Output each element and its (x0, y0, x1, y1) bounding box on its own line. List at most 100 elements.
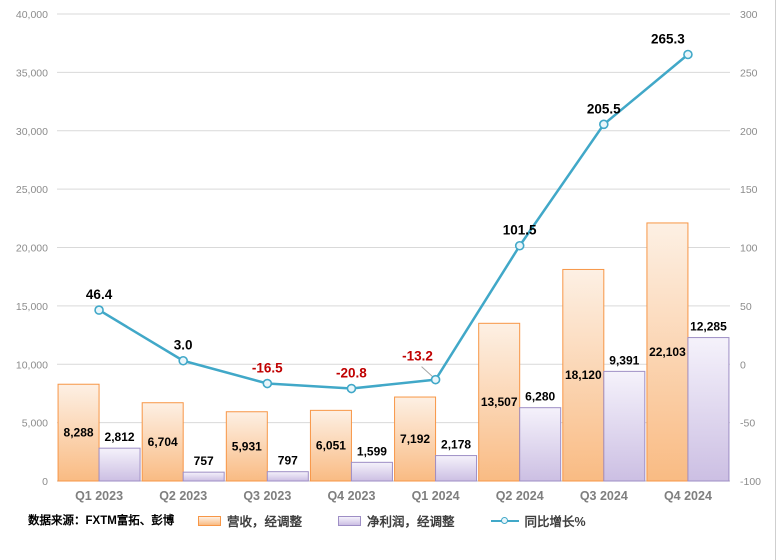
revenue-bar-q2-2024 (478, 322, 521, 482)
svg-text:150: 150 (740, 184, 758, 196)
revenue-swatch (198, 515, 221, 526)
svg-text:1,599: 1,599 (357, 444, 387, 458)
net-profit-swatch (338, 515, 362, 526)
svg-text:25,000: 25,000 (16, 184, 48, 196)
growth-marker-q2-2023 (178, 355, 188, 366)
svg-text:40,000: 40,000 (16, 9, 48, 21)
svg-text:5,931: 5,931 (232, 439, 262, 453)
svg-text:Q2 2024: Q2 2024 (496, 489, 544, 503)
revenue-bar-q4-2023 (309, 409, 352, 482)
growth-marker-q1-2023 (94, 305, 104, 315)
net-profit-bar-q1-2023 (98, 447, 141, 482)
svg-text:-16.5: -16.5 (252, 361, 283, 376)
svg-text:250: 250 (740, 67, 758, 79)
svg-text:10,000: 10,000 (16, 359, 48, 371)
svg-text:8,288: 8,288 (64, 426, 94, 440)
revenue-bar-q1-2024 (394, 396, 437, 482)
revenue-bar-q3-2024 (562, 268, 605, 482)
legend: 营收，经调整 净利润，经调整 同比增长% (198, 511, 586, 530)
legend-label-revenue: 营收，经调整 (227, 515, 303, 529)
svg-text:Q4 2024: Q4 2024 (664, 489, 712, 503)
net-profit-bar-q2-2024 (519, 407, 562, 482)
svg-text:12,285: 12,285 (690, 320, 727, 334)
svg-text:3.0: 3.0 (174, 338, 193, 353)
legend-item-net-profit: 净利润，经调整 (338, 511, 455, 530)
revenue-bar-q2-2023 (141, 402, 184, 482)
svg-text:0: 0 (740, 359, 746, 371)
net-profit-bar-labels: 2,812 757 797 1,599 2,178 6,280 9,391 12,285 (105, 320, 728, 469)
svg-text:Q1 2024: Q1 2024 (412, 489, 460, 503)
y-axis-left-labels: 0 5,000 10,000 15,000 20,000 25,000 30,000 35,0… (16, 9, 48, 488)
svg-text:Q3 2023: Q3 2023 (243, 489, 291, 503)
legend-item-yoy-growth: 同比增长% (490, 511, 586, 530)
svg-text:100: 100 (740, 243, 758, 255)
svg-text:20,000: 20,000 (16, 243, 48, 255)
svg-text:2,178: 2,178 (441, 438, 471, 452)
net-profit-bar-q3-2024 (603, 370, 646, 482)
data-source-text: 数据来源：FXTM富拓、彭博 (28, 515, 175, 527)
svg-text:Q4 2023: Q4 2023 (327, 489, 375, 503)
net-profit-bar-q2-2023 (182, 471, 225, 482)
svg-text:6,280: 6,280 (525, 390, 555, 404)
svg-text:50: 50 (740, 301, 752, 313)
svg-text:0: 0 (42, 476, 48, 488)
svg-text:9,391: 9,391 (609, 353, 639, 367)
label-leader-line (421, 366, 433, 378)
y-axis-right-labels: -100 -50 0 50 100 150 200 250 300 (740, 9, 761, 488)
svg-text:46.4: 46.4 (86, 287, 113, 302)
svg-text:-20.8: -20.8 (336, 366, 367, 381)
growth-markers (94, 49, 693, 394)
svg-text:-100: -100 (740, 476, 761, 488)
net-profit-bar-q1-2024 (435, 455, 478, 482)
combo-chart: 0 5,000 10,000 15,000 20,000 25,000 30,000 35,0… (16, 9, 761, 503)
svg-text:797: 797 (278, 454, 298, 468)
net-profit-bars (98, 337, 730, 482)
net-profit-bar-q4-2024 (687, 337, 730, 482)
svg-text:205.5: 205.5 (587, 101, 621, 116)
svg-text:Q2 2023: Q2 2023 (159, 489, 207, 503)
svg-text:13,507: 13,507 (481, 395, 518, 409)
svg-text:30,000: 30,000 (16, 126, 48, 138)
growth-marker-q3-2023 (262, 378, 273, 389)
growth-point-labels: 46.4 3.0 -16.5 -20.8 -13.2 101.5 205.5 265.3 (86, 32, 685, 381)
svg-text:300: 300 (740, 9, 758, 21)
svg-text:35,000: 35,000 (16, 67, 48, 79)
svg-text:-13.2: -13.2 (402, 349, 433, 364)
svg-text:757: 757 (194, 454, 214, 468)
line-swatch-marker-icon (500, 516, 508, 524)
revenue-bar-labels: 8,288 6,704 5,931 6,051 7,192 13,507 18,120 22,… (64, 345, 687, 453)
legend-item-revenue: 营收，经调整 (198, 511, 302, 530)
svg-text:6,051: 6,051 (316, 439, 346, 453)
svg-text:-50: -50 (740, 418, 755, 430)
growth-marker-q4-2024 (683, 49, 693, 60)
growth-marker-q4-2023 (346, 383, 357, 394)
growth-line (98, 53, 689, 390)
svg-text:15,000: 15,000 (16, 301, 48, 313)
growth-marker-q2-2024 (514, 240, 525, 251)
legend-label-net-profit: 净利润，经调整 (367, 515, 455, 529)
net-profit-bar-q4-2023 (350, 461, 393, 482)
growth-marker-q3-2024 (599, 119, 609, 130)
svg-text:7,192: 7,192 (400, 432, 430, 446)
growth-marker-q1-2024 (430, 374, 441, 385)
revenue-bars (57, 222, 689, 482)
svg-text:5,000: 5,000 (22, 418, 48, 430)
revenue-bar-q4-2024 (646, 222, 689, 482)
revenue-bar-q1-2023 (57, 383, 100, 482)
svg-text:6,704: 6,704 (148, 435, 178, 449)
svg-text:200: 200 (740, 126, 758, 138)
net-profit-bar-q3-2023 (266, 471, 309, 482)
svg-text:Q1 2023: Q1 2023 (75, 489, 123, 503)
x-axis-labels: Q1 2023 Q2 2023 Q3 2023 Q4 2023 Q1 2024 Q2 20… (75, 489, 712, 503)
revenue-bar-q3-2023 (225, 411, 268, 482)
chart-footer: 数据来源：FXTM富拓、彭博 营收，经调整 净利润，经调整 同比增长% (0, 506, 775, 560)
svg-text:22,103: 22,103 (649, 345, 686, 359)
yoy-growth-line-swatch (490, 516, 519, 526)
svg-text:Q3 2024: Q3 2024 (580, 489, 628, 503)
svg-text:2,812: 2,812 (105, 430, 135, 444)
svg-text:18,120: 18,120 (565, 368, 602, 382)
svg-text:265.3: 265.3 (651, 32, 685, 47)
svg-text:101.5: 101.5 (503, 223, 537, 238)
legend-label-yoy-growth: 同比增长% (524, 515, 586, 529)
